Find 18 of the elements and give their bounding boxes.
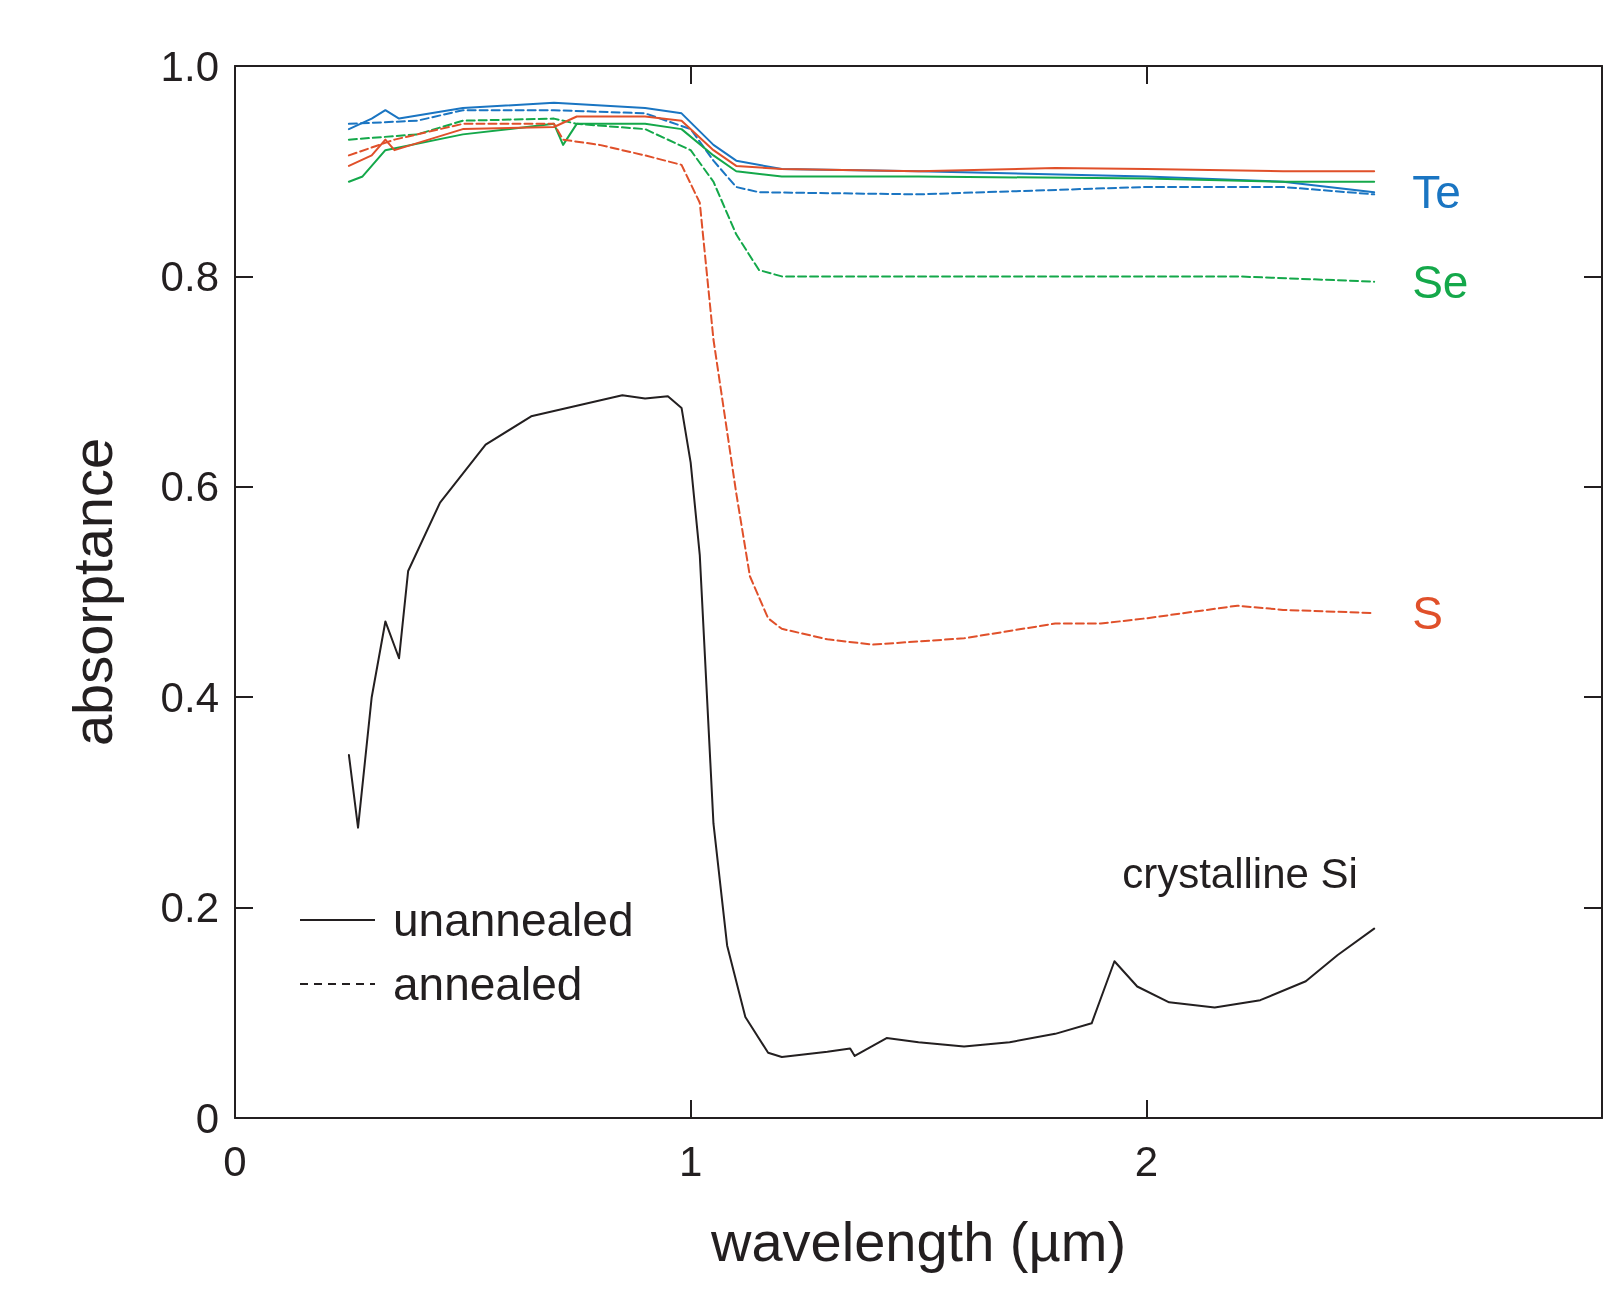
- x-axis-title: wavelength (µm): [709, 1209, 1127, 1273]
- y-tick-label: 0.8: [160, 252, 219, 300]
- series-label: crystalline Si: [1122, 850, 1358, 898]
- y-tick-label: 0.6: [160, 463, 219, 511]
- annotation: unannealed: [393, 894, 634, 946]
- y-tick-label: 0.2: [160, 884, 219, 932]
- series-label: Se: [1412, 255, 1469, 308]
- y-axis-title: absorptance: [60, 437, 124, 747]
- series-label: Te: [1412, 166, 1461, 219]
- y-tick-label: 0.4: [160, 673, 219, 721]
- series-label: S: [1412, 587, 1443, 640]
- annotation: annealed: [393, 958, 583, 1010]
- x-tick-label: 2: [1134, 1137, 1159, 1185]
- y-tick-label: 1.0: [160, 42, 219, 90]
- x-tick-label: 1: [678, 1137, 703, 1185]
- line-series: [347, 394, 1376, 1058]
- line-series: [347, 117, 1376, 283]
- y-tick-label: 0: [195, 1094, 219, 1142]
